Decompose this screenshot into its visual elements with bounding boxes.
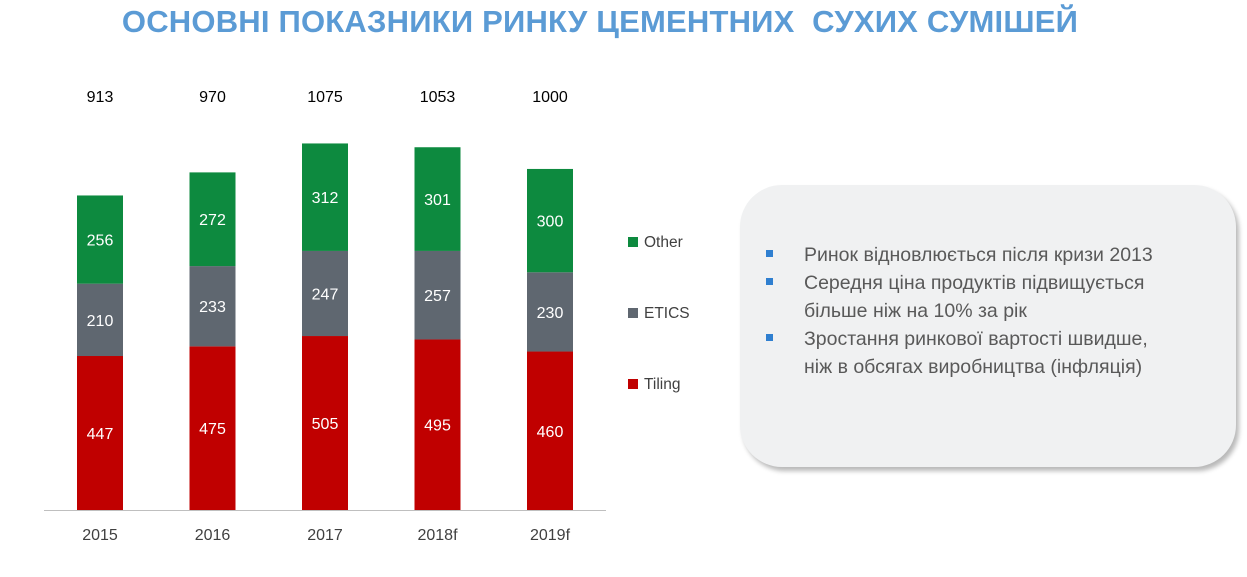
data-label: 312 — [312, 190, 339, 207]
bar-segment-other — [527, 168, 573, 273]
bar-segment-other — [77, 195, 123, 284]
x-tick-label: 2017 — [307, 527, 343, 544]
total-label: 1053 — [420, 89, 456, 106]
legend-label: Tiling — [644, 376, 680, 393]
x-tick-label: 2019f — [530, 527, 571, 544]
data-label: 210 — [87, 313, 114, 330]
legend-swatch — [628, 237, 638, 247]
data-label: 233 — [199, 299, 226, 316]
bar-segment-other — [302, 143, 348, 251]
x-tick-label: 2016 — [195, 527, 231, 544]
total-label: 1075 — [307, 89, 343, 106]
page-title: ОСНОВНІ ПОКАЗНИКИ РИНКУ ЦЕМЕНТНИХ СУХИХ … — [121, 4, 1079, 39]
bar-segment-other — [189, 172, 236, 267]
legend-label: ETICS — [644, 305, 690, 322]
bar-segment-tiling — [414, 339, 461, 510]
bar-segment-tiling — [189, 346, 236, 510]
bar-segment-tiling — [527, 351, 573, 510]
square-bullet-icon — [766, 250, 773, 257]
total-label: 1000 — [532, 89, 568, 106]
bullet-item: Ринок відновлюється після кризи 2013 — [766, 241, 1206, 269]
data-label: 272 — [199, 212, 226, 229]
bar-segment-tiling — [77, 356, 123, 510]
x-tick-label: 2018f — [417, 527, 458, 544]
bar-segment-etics — [414, 250, 461, 340]
bar-segment-etics — [189, 266, 236, 347]
data-label: 475 — [199, 421, 226, 438]
legend-swatch — [628, 308, 638, 318]
data-label: 256 — [87, 233, 114, 250]
legend-swatch — [628, 379, 638, 389]
data-label: 495 — [424, 418, 451, 435]
legend-label: Other — [644, 234, 683, 251]
data-label: 460 — [537, 424, 564, 441]
bullet-text: Середня ціна продуктів підвищується біль… — [804, 272, 1145, 322]
data-label: 447 — [87, 426, 114, 443]
bar-segment-tiling — [302, 336, 348, 510]
bullet-item: Зростання ринкової вартості швидше, ніж … — [766, 325, 1206, 381]
bar-segment-other — [414, 147, 461, 251]
total-label: 970 — [199, 89, 226, 106]
bar-segment-etics — [77, 283, 123, 357]
data-label: 230 — [537, 305, 564, 322]
x-tick-label: 2015 — [82, 527, 118, 544]
data-label: 257 — [424, 288, 451, 305]
bar-segment-etics — [527, 272, 573, 352]
bullet-item: Середня ціна продуктів підвищується біль… — [766, 269, 1206, 325]
data-label: 247 — [312, 286, 339, 303]
total-label: 913 — [87, 89, 114, 106]
data-label: 505 — [312, 416, 339, 433]
bullet-text: Ринок відновлюється після кризи 2013 — [804, 244, 1153, 266]
info-panel: Ринок відновлюється після кризи 2013 Сер… — [740, 185, 1236, 467]
bullet-list: Ринок відновлюється після кризи 2013 Сер… — [766, 241, 1206, 381]
bar-segment-etics — [302, 250, 348, 337]
data-label: 301 — [424, 192, 451, 209]
square-bullet-icon — [766, 278, 773, 285]
square-bullet-icon — [766, 334, 773, 341]
bullet-text: Зростання ринкової вартості швидше, ніж … — [804, 328, 1148, 378]
data-label: 300 — [537, 214, 564, 231]
